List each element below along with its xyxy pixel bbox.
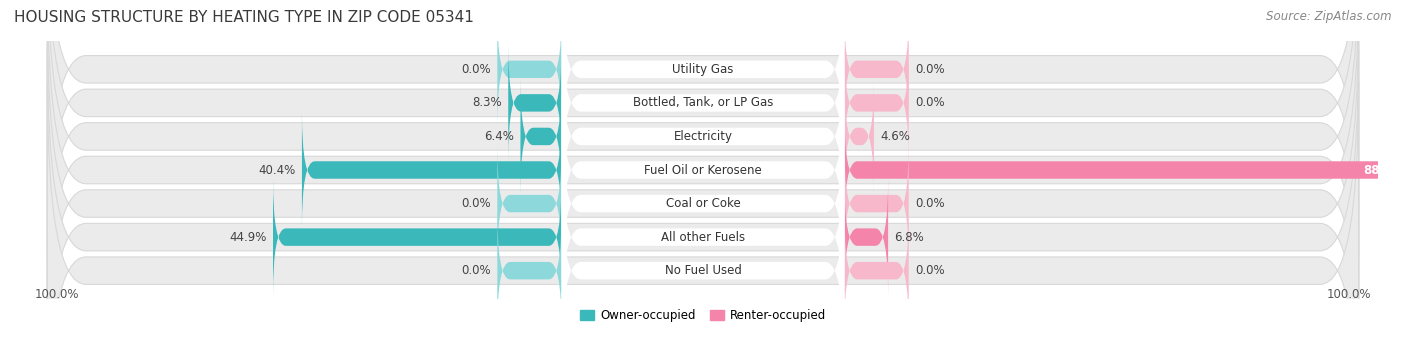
FancyBboxPatch shape (561, 11, 845, 195)
Text: Coal or Coke: Coal or Coke (665, 197, 741, 210)
Text: 100.0%: 100.0% (1327, 288, 1371, 301)
FancyBboxPatch shape (845, 179, 889, 295)
Text: 0.0%: 0.0% (915, 264, 945, 277)
Text: 6.8%: 6.8% (894, 231, 924, 244)
FancyBboxPatch shape (845, 11, 908, 128)
FancyBboxPatch shape (845, 45, 908, 161)
Text: 0.0%: 0.0% (461, 197, 491, 210)
Text: 0.0%: 0.0% (461, 63, 491, 76)
FancyBboxPatch shape (561, 145, 845, 329)
Text: 0.0%: 0.0% (915, 197, 945, 210)
FancyBboxPatch shape (48, 83, 1358, 340)
FancyBboxPatch shape (561, 112, 845, 295)
Text: 0.0%: 0.0% (915, 63, 945, 76)
FancyBboxPatch shape (48, 50, 1358, 340)
FancyBboxPatch shape (273, 179, 561, 295)
Text: 44.9%: 44.9% (229, 231, 267, 244)
Text: Fuel Oil or Kerosene: Fuel Oil or Kerosene (644, 164, 762, 176)
Text: 0.0%: 0.0% (461, 264, 491, 277)
FancyBboxPatch shape (48, 0, 1358, 340)
Text: Utility Gas: Utility Gas (672, 63, 734, 76)
FancyBboxPatch shape (520, 78, 561, 195)
Text: 4.6%: 4.6% (880, 130, 910, 143)
Text: 8.3%: 8.3% (472, 96, 502, 109)
FancyBboxPatch shape (508, 45, 561, 161)
FancyBboxPatch shape (48, 16, 1358, 340)
FancyBboxPatch shape (498, 145, 561, 262)
Text: 6.4%: 6.4% (484, 130, 515, 143)
Text: 0.0%: 0.0% (915, 96, 945, 109)
Text: All other Fuels: All other Fuels (661, 231, 745, 244)
Text: 88.6%: 88.6% (1362, 164, 1405, 176)
FancyBboxPatch shape (561, 78, 845, 262)
Legend: Owner-occupied, Renter-occupied: Owner-occupied, Renter-occupied (575, 304, 831, 327)
FancyBboxPatch shape (498, 212, 561, 329)
Text: Source: ZipAtlas.com: Source: ZipAtlas.com (1267, 10, 1392, 23)
Text: Electricity: Electricity (673, 130, 733, 143)
Text: 40.4%: 40.4% (259, 164, 295, 176)
FancyBboxPatch shape (845, 145, 908, 262)
Text: 100.0%: 100.0% (35, 288, 79, 301)
FancyBboxPatch shape (48, 0, 1358, 324)
FancyBboxPatch shape (48, 0, 1358, 257)
Text: HOUSING STRUCTURE BY HEATING TYPE IN ZIP CODE 05341: HOUSING STRUCTURE BY HEATING TYPE IN ZIP… (14, 10, 474, 25)
FancyBboxPatch shape (845, 112, 1406, 228)
Text: No Fuel Used: No Fuel Used (665, 264, 741, 277)
Text: Bottled, Tank, or LP Gas: Bottled, Tank, or LP Gas (633, 96, 773, 109)
FancyBboxPatch shape (561, 0, 845, 161)
FancyBboxPatch shape (48, 0, 1358, 290)
FancyBboxPatch shape (561, 179, 845, 340)
FancyBboxPatch shape (845, 212, 908, 329)
FancyBboxPatch shape (845, 78, 875, 195)
FancyBboxPatch shape (498, 11, 561, 128)
FancyBboxPatch shape (302, 112, 561, 228)
FancyBboxPatch shape (561, 45, 845, 228)
